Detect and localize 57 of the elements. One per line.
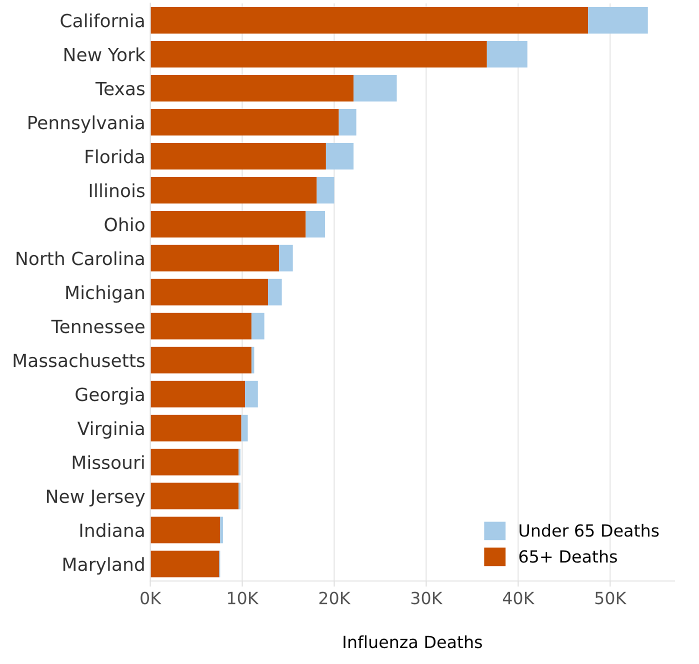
y-tick-label: Tennessee [51,320,144,334]
y-tick-label: Florida [86,149,144,164]
bar [251,312,264,340]
x-tick-label: 40K [502,592,535,604]
bar [150,482,239,510]
bar [150,278,268,306]
legend-label: 65+ Deaths [519,550,617,563]
bar [150,142,326,170]
x-axis-title: Influenza Deaths [344,635,482,648]
bar [150,210,306,238]
bar [486,41,528,68]
x-tick-label: 10K [228,592,259,604]
bar [220,516,223,544]
bar [150,346,252,374]
bar [150,176,317,204]
y-tick-label: Massachusetts [14,353,145,368]
bar [251,346,254,374]
bar [150,41,487,68]
y-tick-label: Missouri [72,455,144,470]
y-tick-label: Maryland [63,557,144,575]
x-tick-label: 20K [319,592,351,604]
bar [326,142,354,170]
bar [150,7,588,34]
bar [588,7,648,34]
bar [245,380,258,408]
bar [150,516,220,544]
bar [306,210,326,238]
y-tick-label: Virginia [77,421,144,439]
x-tick-label: 0K [140,592,162,604]
bar [354,75,397,102]
y-tick-label: New York [64,47,146,62]
y-tick-label: Illinois [90,183,145,198]
bar [150,550,220,578]
bar [150,75,354,102]
y-tick-label: Texas [95,82,145,96]
bar [150,414,242,442]
y-tick-label: New Jersey [47,490,145,507]
bar [279,244,293,272]
x-tick-label: 50K [595,592,627,604]
y-tick-label: Indiana [80,523,144,538]
bar [150,312,252,340]
y-tick-label: North Carolina [16,251,144,266]
bar [150,109,339,136]
y-tick-label: Ohio [104,217,144,232]
bar [268,278,282,306]
y-tick-label: California [60,13,144,28]
bar [150,244,280,272]
bar [150,448,239,476]
bar [241,414,248,442]
legend-label: Under 65 Deaths [520,524,659,537]
y-tick-label: Pennsylvania [28,115,144,133]
bar [316,176,334,204]
y-tick-label: Michigan [66,285,144,303]
bar [150,380,246,408]
y-tick-label: Georgia [76,387,144,405]
x-tick-label: 30K [411,592,443,604]
bar [338,109,356,136]
